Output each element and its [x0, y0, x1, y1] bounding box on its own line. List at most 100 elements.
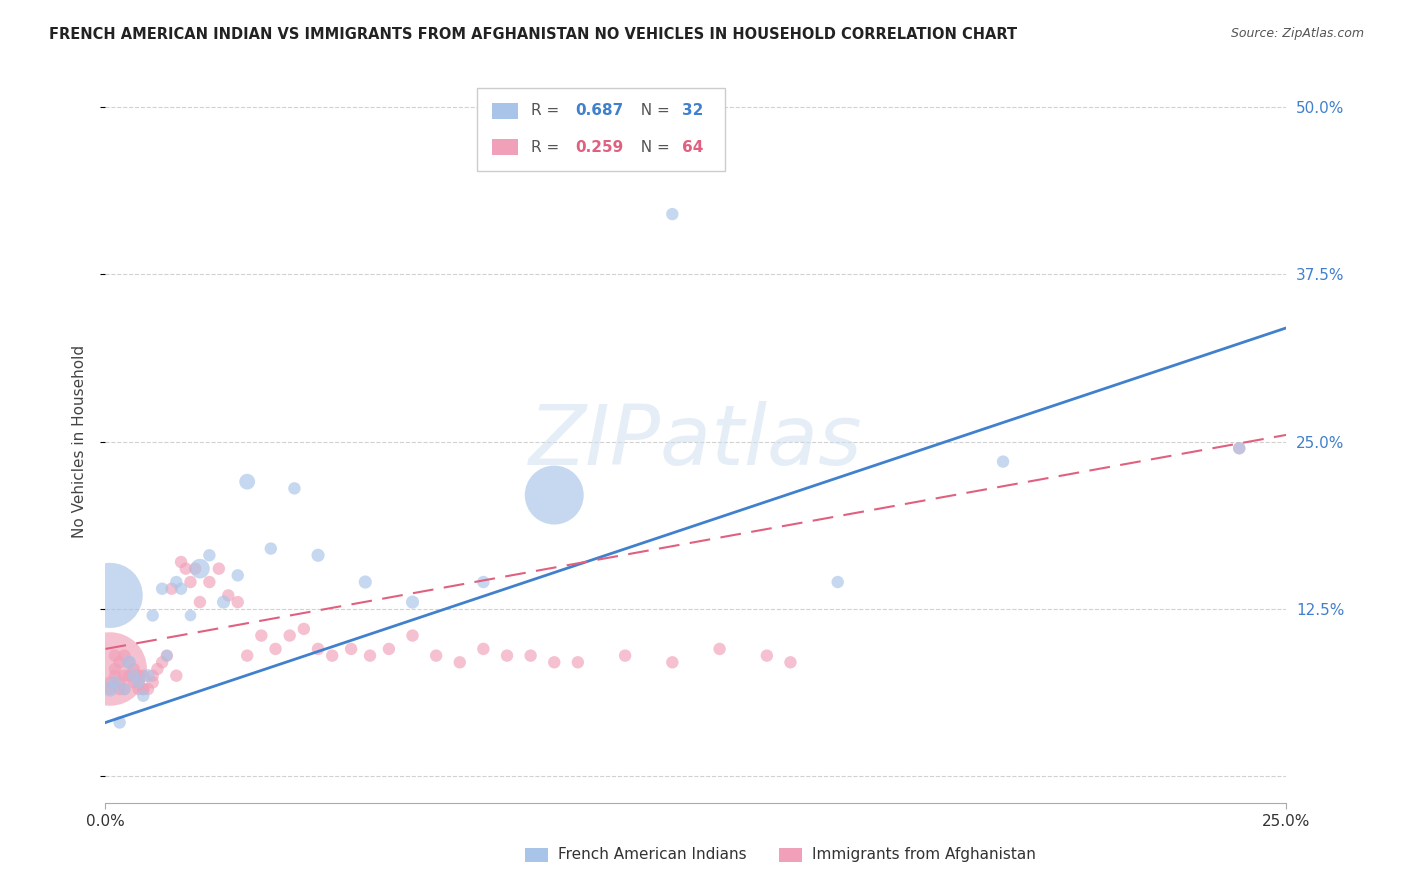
Point	[132, 689, 155, 703]
Point	[108, 681, 131, 696]
Point	[378, 642, 401, 657]
Point	[496, 648, 519, 663]
Point	[118, 655, 141, 669]
Point	[709, 642, 731, 657]
Point	[278, 629, 301, 643]
Point	[150, 655, 173, 669]
Point	[340, 642, 363, 657]
FancyBboxPatch shape	[524, 847, 548, 862]
Point	[98, 589, 121, 603]
Point	[128, 675, 150, 690]
Point	[661, 207, 683, 221]
Point	[519, 648, 541, 663]
Point	[156, 648, 179, 663]
Point	[136, 669, 159, 683]
Point	[98, 675, 121, 690]
Point	[827, 575, 849, 590]
Point	[543, 488, 565, 502]
Point	[174, 562, 197, 576]
Text: R =: R =	[530, 140, 564, 155]
Text: French American Indians: French American Indians	[558, 847, 747, 863]
Point	[118, 655, 141, 669]
Point	[260, 541, 283, 556]
Text: ZIPatlas: ZIPatlas	[529, 401, 863, 482]
Point	[1227, 442, 1250, 455]
Point	[122, 669, 145, 683]
Point	[112, 648, 135, 663]
Point	[104, 648, 127, 663]
Text: 0.259: 0.259	[575, 140, 624, 155]
Point	[104, 669, 127, 683]
Point	[179, 608, 201, 623]
Point	[98, 681, 121, 696]
Point	[132, 669, 155, 683]
FancyBboxPatch shape	[492, 103, 517, 119]
Point	[179, 575, 201, 590]
Point	[170, 555, 193, 569]
Point	[184, 562, 207, 576]
Point	[188, 562, 211, 576]
Point	[472, 642, 495, 657]
Point	[449, 655, 471, 669]
Point	[250, 629, 273, 643]
Point	[321, 648, 343, 663]
FancyBboxPatch shape	[779, 847, 803, 862]
Text: N =: N =	[631, 103, 675, 119]
Point	[755, 648, 778, 663]
Point	[128, 675, 150, 690]
Point	[354, 575, 377, 590]
Point	[132, 681, 155, 696]
Point	[425, 648, 447, 663]
Point	[226, 568, 249, 582]
Point	[122, 675, 145, 690]
Point	[307, 642, 329, 657]
Point	[108, 675, 131, 690]
Point	[217, 589, 239, 603]
Point	[543, 655, 565, 669]
Point	[128, 681, 150, 696]
Point	[156, 648, 179, 663]
Point	[307, 548, 329, 563]
Point	[991, 455, 1014, 469]
Point	[165, 575, 187, 590]
Point	[146, 662, 169, 676]
Point	[359, 648, 381, 663]
Text: FRENCH AMERICAN INDIAN VS IMMIGRANTS FROM AFGHANISTAN NO VEHICLES IN HOUSEHOLD C: FRENCH AMERICAN INDIAN VS IMMIGRANTS FRO…	[49, 27, 1018, 42]
Point	[614, 648, 637, 663]
Point	[165, 669, 187, 683]
Point	[208, 562, 231, 576]
Point	[112, 681, 135, 696]
Point	[150, 582, 173, 596]
Point	[1227, 442, 1250, 455]
Point	[132, 681, 155, 696]
Point	[226, 595, 249, 609]
Text: 64: 64	[682, 140, 703, 155]
Point	[98, 681, 121, 696]
Point	[160, 582, 183, 596]
Point	[122, 669, 145, 683]
Point	[122, 662, 145, 676]
Point	[104, 675, 127, 690]
Point	[104, 662, 127, 676]
Point	[108, 655, 131, 669]
Point	[264, 642, 287, 657]
Point	[283, 482, 305, 496]
Point	[188, 595, 211, 609]
Point	[236, 648, 259, 663]
Point	[142, 669, 165, 683]
Point	[198, 548, 221, 563]
Point	[142, 608, 165, 623]
Point	[661, 655, 683, 669]
Point	[108, 715, 131, 730]
Point	[567, 655, 589, 669]
Point	[779, 655, 801, 669]
FancyBboxPatch shape	[492, 139, 517, 155]
Point	[236, 475, 259, 489]
Point	[212, 595, 235, 609]
FancyBboxPatch shape	[478, 87, 725, 170]
Point	[401, 595, 423, 609]
Point	[112, 681, 135, 696]
Point	[401, 629, 423, 643]
Point	[128, 669, 150, 683]
Text: Immigrants from Afghanistan: Immigrants from Afghanistan	[811, 847, 1036, 863]
